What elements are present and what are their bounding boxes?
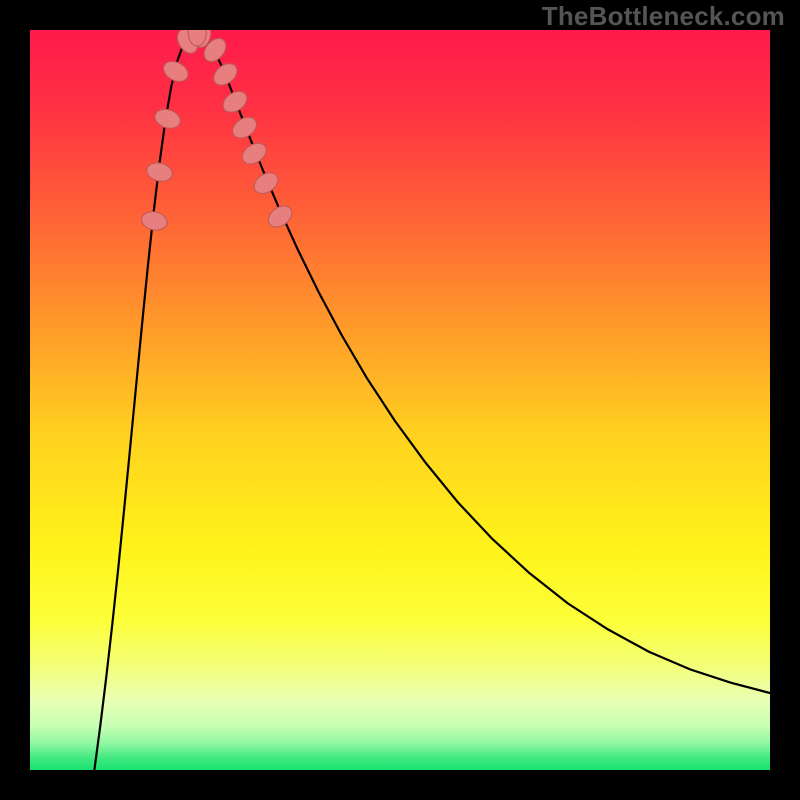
curve-right_branch — [197, 32, 771, 693]
data-marker — [152, 106, 182, 131]
chart-svg — [30, 30, 770, 770]
data-marker — [229, 113, 261, 142]
frame-border-right — [770, 0, 800, 800]
watermark-text: TheBottleneck.com — [542, 1, 785, 32]
frame-border-bottom — [0, 770, 800, 800]
curve-layer — [94, 32, 770, 770]
data-marker — [264, 202, 296, 232]
data-marker — [140, 209, 169, 232]
data-marker — [238, 139, 270, 168]
data-marker — [160, 57, 191, 85]
curve-left_branch — [94, 32, 196, 770]
data-marker — [250, 168, 282, 197]
data-marker — [210, 59, 242, 89]
frame-border-left — [0, 0, 30, 800]
data-marker — [145, 160, 175, 184]
data-marker — [219, 87, 251, 116]
chart-frame: TheBottleneck.com — [0, 0, 800, 800]
plot-area — [30, 30, 770, 770]
